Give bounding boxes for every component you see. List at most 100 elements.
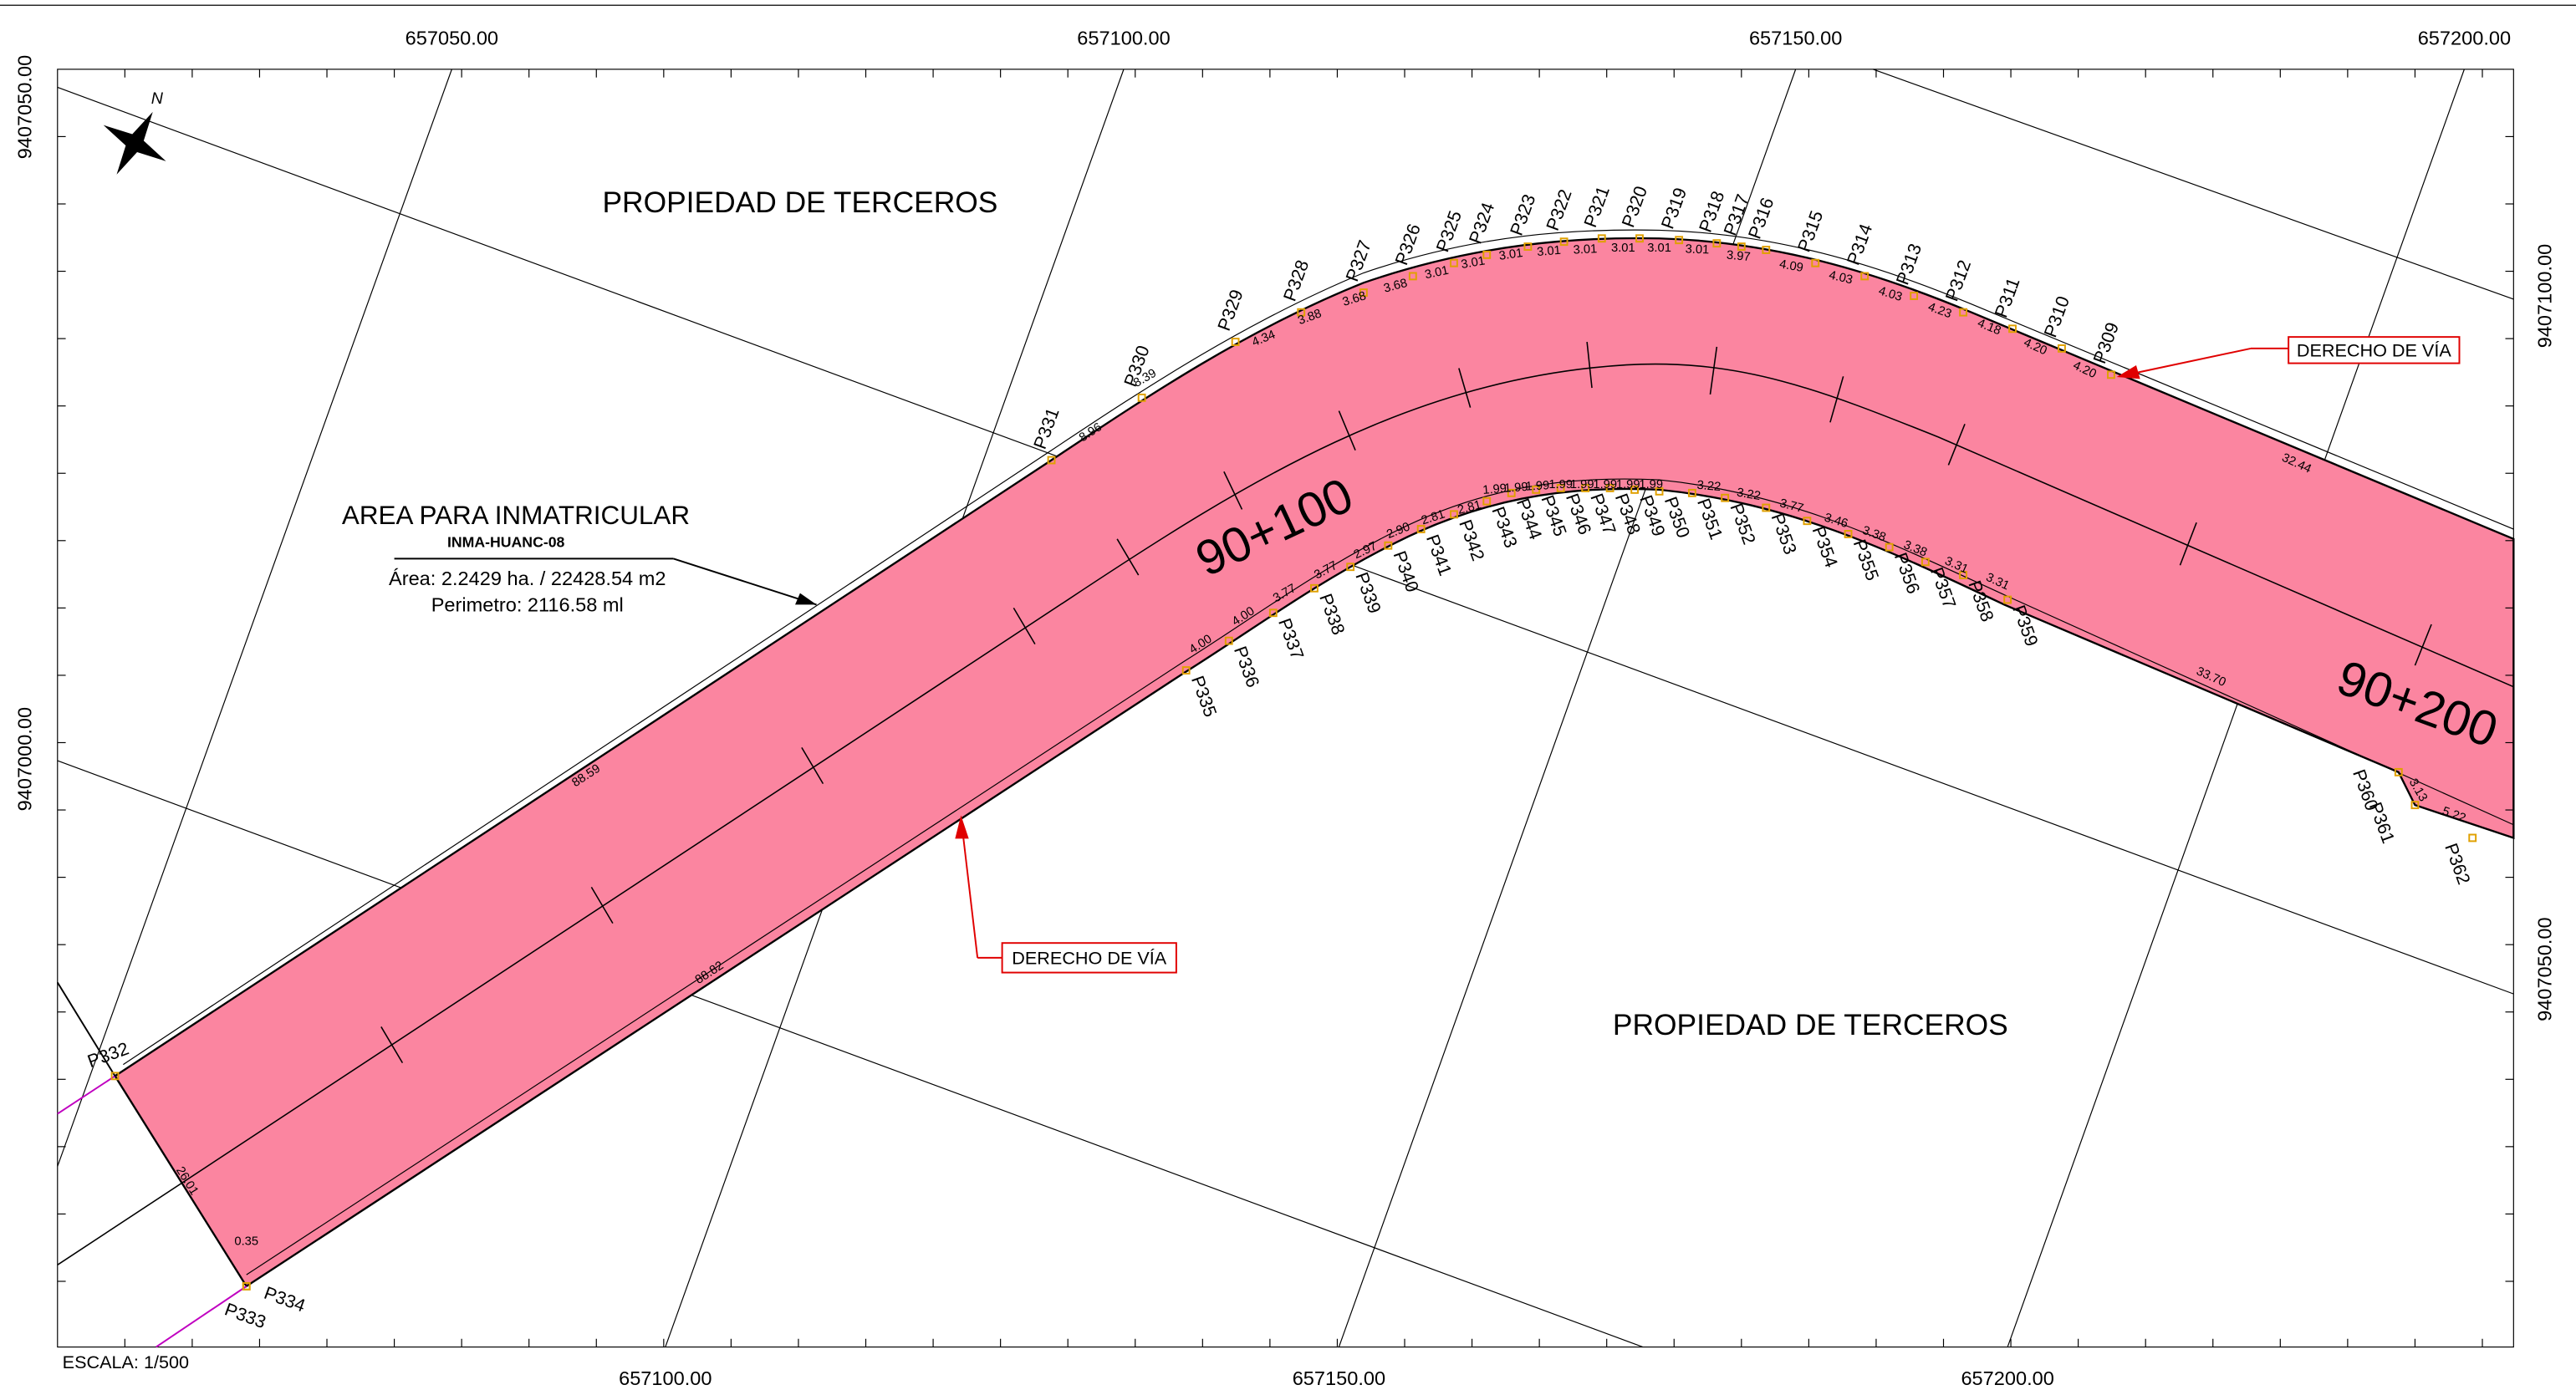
- point-marker: [1450, 510, 1458, 519]
- perimeter-value: Perimetro: 2116.58 ml: [431, 593, 624, 615]
- point-marker: [1047, 456, 1056, 465]
- distance-label: 3.46: [1823, 511, 1849, 531]
- point-marker: [1721, 493, 1730, 502]
- point-marker: [1737, 242, 1746, 251]
- point-marker: [1137, 393, 1146, 402]
- north-arrow: N: [103, 89, 166, 175]
- point-marker: [1482, 496, 1492, 506]
- station-ticks: [380, 341, 2432, 1064]
- point-marker: [1297, 308, 1306, 317]
- centerline: [57, 363, 2514, 1265]
- point-marker: [1224, 636, 1233, 645]
- point-label: P311: [1990, 275, 2023, 320]
- distance-label: 1.99: [1639, 478, 1663, 491]
- area-label: PROPIEDAD DE TERCEROS: [602, 186, 997, 219]
- point-label: P312: [1941, 257, 1975, 304]
- area-title: AREA PARA INMATRICULAR: [342, 501, 690, 530]
- point-label: P351: [1693, 496, 1727, 542]
- distance-label: 3.97: [1726, 249, 1751, 264]
- row-label: DERECHO DE VÍA: [1012, 948, 1167, 969]
- point-label: P362: [2441, 840, 2475, 887]
- row-box: [2288, 336, 2461, 364]
- distance-label: 0.35: [234, 1235, 258, 1249]
- point-marker: [1635, 234, 1644, 243]
- point-marker: [1559, 237, 1569, 247]
- scale-label: ESCALA: 1/500: [63, 1352, 189, 1372]
- point-label: P320: [1617, 183, 1651, 230]
- point-label: P315: [1793, 208, 1828, 255]
- distance-label: 3.01: [1647, 242, 1671, 255]
- point-label: P310: [2039, 293, 2074, 340]
- distance-label: 3.01: [1498, 247, 1524, 263]
- coord-label: 657100.00: [1077, 27, 1170, 48]
- point-marker: [110, 1072, 120, 1081]
- distance-label: 3.68: [1341, 289, 1368, 309]
- distance-label: 3.01: [1611, 242, 1635, 255]
- point-marker: [1597, 234, 1606, 243]
- distance-label: 1.99: [1593, 478, 1617, 491]
- point-label: P350: [1660, 494, 1695, 541]
- point-marker: [1268, 608, 1278, 618]
- distance-label: 4.03: [1877, 284, 1904, 304]
- area-code: INMA-HUANC-08: [447, 534, 565, 551]
- point-marker: [1605, 484, 1614, 492]
- point-marker: [1885, 542, 1894, 552]
- area-pointer: [394, 558, 817, 606]
- distance-label: 1.99: [1548, 478, 1573, 491]
- distance-label: 1.99: [1616, 478, 1640, 491]
- point-marker: [1959, 308, 1967, 317]
- distance-label: 3.77: [1778, 496, 1805, 515]
- point-label: P328: [1279, 257, 1314, 304]
- point-marker: [1450, 258, 1458, 267]
- point-marker: [2008, 324, 2017, 333]
- boundary-line: [56, 981, 116, 1077]
- coord-label: 9407100.00: [2534, 244, 2556, 348]
- point-marker: [1712, 239, 1722, 248]
- point-label: P321: [1579, 183, 1614, 230]
- point-label: P340: [1390, 548, 1424, 595]
- point-marker: [1310, 583, 1319, 593]
- point-marker: [1655, 486, 1664, 496]
- row-box: [1001, 942, 1177, 974]
- svg-text:N: N: [151, 89, 164, 108]
- right-of-way-area: [113, 237, 2515, 1288]
- point-label: P338: [1315, 591, 1349, 638]
- point-marker: [2394, 767, 2403, 776]
- coord-label: 657200.00: [1961, 1367, 2053, 1389]
- coord-label: 657200.00: [2418, 27, 2511, 48]
- distance-label: 3.68: [1382, 277, 1409, 296]
- coord-label: 657050.00: [406, 27, 498, 48]
- point-label: P336: [1230, 644, 1264, 690]
- point-marker: [1860, 272, 1870, 281]
- coord-label: 657100.00: [619, 1367, 712, 1389]
- point-marker: [2107, 370, 2115, 379]
- point-marker: [1675, 236, 1684, 245]
- distance-label: 2.81: [1456, 498, 1483, 517]
- distance-label: 3.22: [1696, 479, 1722, 494]
- point-label: P313: [1891, 241, 1926, 288]
- point-marker: [1482, 250, 1492, 259]
- point-marker: [1556, 484, 1565, 492]
- point-marker: [1523, 242, 1533, 251]
- distance-label: 4.03: [1828, 268, 1854, 287]
- point-marker: [1803, 517, 1812, 526]
- point-marker: [1811, 258, 1820, 267]
- point-marker: [1762, 246, 1771, 254]
- point-label: P334: [262, 1282, 309, 1316]
- point-label: P325: [1431, 208, 1466, 255]
- point-marker: [1416, 525, 1426, 533]
- point-marker: [2003, 595, 2012, 604]
- point-marker: [1408, 272, 1417, 281]
- point-label: P342: [1455, 517, 1489, 563]
- point-label: P309: [2089, 319, 2123, 366]
- coord-label: 657150.00: [1749, 27, 1842, 48]
- point-marker: [2410, 801, 2420, 810]
- distance-label: 1.99: [1570, 478, 1594, 491]
- distance-label: 3.01: [1573, 242, 1597, 257]
- frame-ticks: [57, 69, 2514, 1347]
- boundary-lines: [57, 1075, 247, 1348]
- distance-label: 3.01: [1537, 244, 1562, 259]
- point-marker: [1921, 558, 1930, 567]
- point-marker: [1687, 488, 1696, 497]
